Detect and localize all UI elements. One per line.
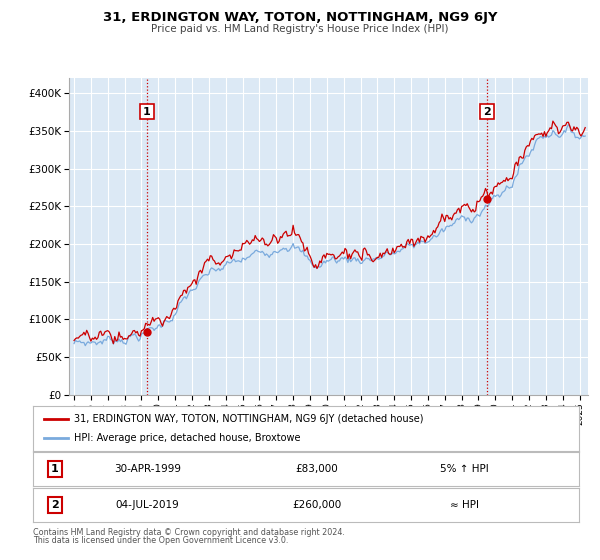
Text: Price paid vs. HM Land Registry's House Price Index (HPI): Price paid vs. HM Land Registry's House … [151,24,449,34]
Text: This data is licensed under the Open Government Licence v3.0.: This data is licensed under the Open Gov… [33,536,289,545]
Text: 31, ERDINGTON WAY, TOTON, NOTTINGHAM, NG9 6JY (detached house): 31, ERDINGTON WAY, TOTON, NOTTINGHAM, NG… [74,413,424,423]
Text: HPI: Average price, detached house, Broxtowe: HPI: Average price, detached house, Brox… [74,433,301,444]
Text: 5% ↑ HPI: 5% ↑ HPI [440,464,489,474]
Text: 2: 2 [483,106,491,116]
Text: £83,000: £83,000 [296,464,338,474]
Text: 04-JUL-2019: 04-JUL-2019 [116,500,179,510]
Text: Contains HM Land Registry data © Crown copyright and database right 2024.: Contains HM Land Registry data © Crown c… [33,528,345,536]
Text: 1: 1 [51,464,59,474]
Text: 1: 1 [143,106,151,116]
Text: ≈ HPI: ≈ HPI [450,500,479,510]
Text: 31, ERDINGTON WAY, TOTON, NOTTINGHAM, NG9 6JY: 31, ERDINGTON WAY, TOTON, NOTTINGHAM, NG… [103,11,497,24]
Text: 30-APR-1999: 30-APR-1999 [114,464,181,474]
Text: £260,000: £260,000 [292,500,341,510]
Text: 2: 2 [51,500,59,510]
